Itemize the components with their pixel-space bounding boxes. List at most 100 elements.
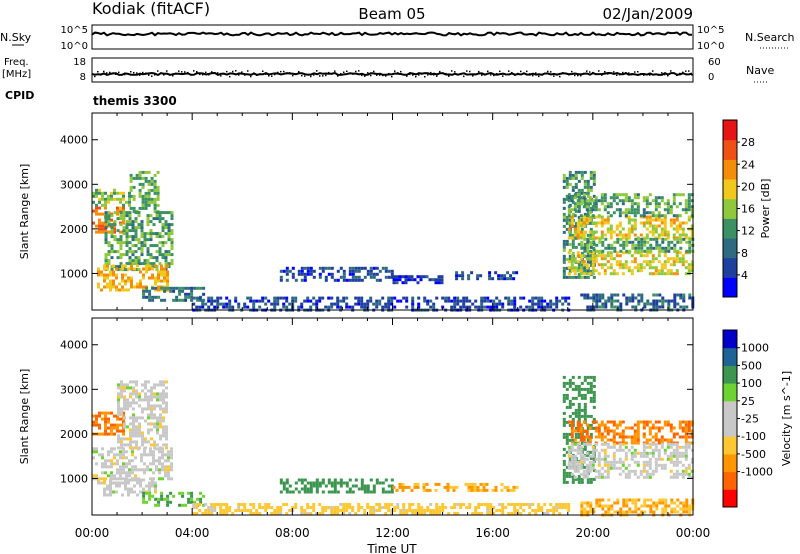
power-cell — [187, 292, 191, 296]
vel-cell — [141, 389, 144, 393]
vel-cell — [366, 487, 370, 491]
power-cell — [651, 199, 655, 203]
power-cell — [131, 235, 135, 239]
vel-cell — [571, 438, 575, 442]
vel-cell — [333, 481, 337, 485]
power-cell — [321, 269, 325, 273]
power-cell — [592, 179, 596, 183]
vel-cell — [165, 410, 168, 414]
power-cell — [95, 224, 98, 228]
vel-cell — [219, 509, 223, 512]
vel-cell — [117, 398, 120, 402]
vel-cell — [489, 503, 493, 506]
vel-cell — [276, 506, 280, 509]
vel-cell — [117, 413, 120, 417]
power-cell — [666, 269, 670, 273]
power-cell — [149, 229, 153, 233]
power-cell — [567, 196, 571, 200]
nave-dot — [301, 74, 303, 77]
power-cell — [666, 230, 670, 234]
power-cell — [580, 240, 584, 244]
vel-cell — [399, 512, 403, 515]
power-cell — [155, 244, 159, 248]
power-cell — [497, 274, 501, 278]
power-cell — [684, 221, 688, 225]
vel-cell — [628, 498, 632, 502]
vel-cell — [107, 417, 110, 421]
power-cell — [531, 299, 535, 303]
vel-cell — [279, 509, 283, 512]
power-cell — [585, 218, 589, 222]
power-cell — [604, 237, 608, 241]
vel-cell — [120, 440, 123, 444]
vel-cell — [119, 417, 122, 421]
vel-cell — [156, 392, 159, 396]
vel-cell — [228, 509, 232, 512]
vel-cell — [565, 387, 569, 391]
power-cell — [140, 262, 144, 266]
power-cell — [228, 299, 232, 303]
vel-cell — [597, 460, 601, 464]
vel-cell — [486, 512, 490, 515]
power-cell — [618, 211, 622, 215]
power-cell — [690, 211, 694, 215]
nave-dot — [190, 73, 192, 76]
vel-cell — [294, 487, 298, 491]
power-cell — [555, 302, 559, 306]
power-cell — [648, 193, 652, 197]
vel-cell — [640, 504, 644, 508]
power-cell — [591, 257, 595, 261]
power-cell — [157, 285, 160, 289]
power-cell — [477, 305, 481, 309]
power-cell — [101, 197, 104, 201]
power-cell — [175, 298, 179, 302]
power-cell — [562, 215, 566, 219]
power-cell — [627, 269, 631, 273]
power-cell — [537, 305, 541, 309]
vel-cell — [477, 503, 481, 506]
vel-cell — [591, 420, 595, 424]
power-cell — [163, 286, 167, 290]
power-cell — [546, 302, 550, 306]
power-cell — [137, 268, 141, 272]
vel-cell — [116, 453, 119, 457]
vel-cell — [600, 448, 604, 452]
power-cell — [387, 296, 391, 300]
vel-cell — [315, 487, 319, 491]
power-cell — [573, 205, 577, 209]
power-cell — [681, 230, 685, 234]
power-cell — [98, 200, 101, 204]
vel-cell — [124, 484, 127, 488]
velocity-colorbar-swatch — [723, 453, 737, 473]
power-cell — [147, 182, 151, 186]
vel-cell — [649, 507, 653, 511]
power-cell — [164, 250, 168, 254]
vel-cell — [156, 404, 159, 408]
power-cell — [156, 188, 160, 192]
power-cell — [417, 305, 421, 309]
power-cell — [669, 269, 673, 273]
vel-cell — [573, 438, 577, 442]
power-cell — [128, 229, 132, 233]
power-cell — [315, 299, 319, 303]
vel-cell — [646, 498, 650, 502]
power-cell — [492, 299, 496, 303]
vel-cell — [422, 482, 426, 486]
power-cell — [509, 274, 513, 278]
vel-cell — [585, 469, 589, 473]
power-cell — [366, 269, 370, 273]
power-cell — [119, 211, 123, 215]
power-cell — [510, 299, 514, 303]
vel-cell — [123, 437, 126, 441]
cpid-label: CPID — [5, 89, 34, 102]
vel-cell — [258, 512, 262, 515]
vel-cell — [123, 389, 126, 393]
power-cell — [122, 217, 126, 221]
vel-cell — [577, 432, 581, 436]
power-cell — [321, 296, 325, 300]
vel-cell — [576, 460, 580, 464]
power-cell — [154, 276, 157, 280]
vel-cell — [138, 404, 141, 408]
vel-cell — [642, 442, 646, 446]
power-cell — [164, 232, 168, 236]
